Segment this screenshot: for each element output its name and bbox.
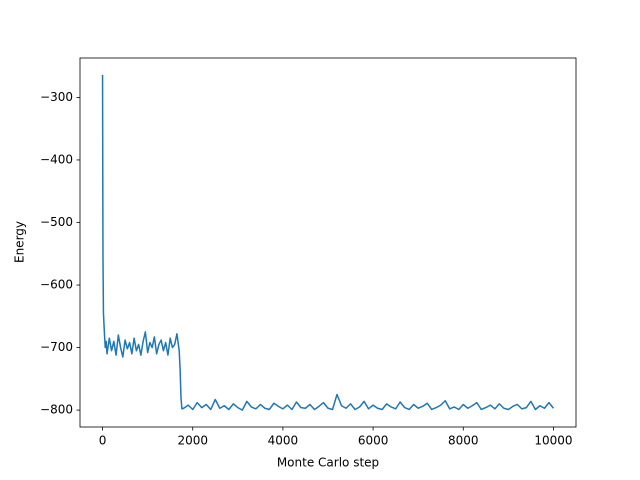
x-axis-label: Monte Carlo step — [277, 456, 379, 470]
y-tick-label: −600 — [40, 278, 73, 292]
y-axis-label: Energy — [13, 221, 27, 263]
y-tick-label: −300 — [40, 90, 73, 104]
data-line — [101, 74, 555, 411]
y-tick-label: −700 — [40, 340, 73, 354]
plot-area — [80, 58, 576, 427]
x-tick-label: 6000 — [358, 434, 389, 448]
x-tick-label: 10000 — [534, 434, 572, 448]
plot-frame — [79, 57, 577, 428]
y-tick-label: −400 — [40, 152, 73, 166]
x-tick-label: 8000 — [448, 434, 479, 448]
y-tick-label: −500 — [40, 215, 73, 229]
x-tick-label: 0 — [99, 434, 107, 448]
x-tick-label: 2000 — [177, 434, 208, 448]
y-tick-label: −800 — [40, 403, 73, 417]
x-tick-label: 4000 — [268, 434, 299, 448]
